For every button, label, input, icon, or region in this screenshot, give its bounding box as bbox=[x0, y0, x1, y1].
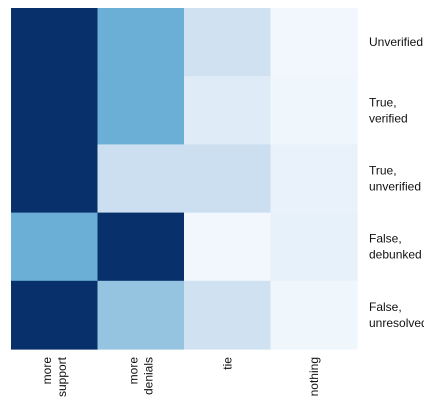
y-axis-labels: Unverified True, verified True, unverified Fa… bbox=[369, 35, 424, 330]
heatmap-cell-r2-c0 bbox=[11, 144, 99, 214]
x-label: nothing bbox=[307, 357, 321, 396]
heatmap-cell-r0-c1 bbox=[97, 8, 185, 77]
heatmap-cell-r3-c1 bbox=[97, 212, 185, 282]
heatmap-cells bbox=[11, 8, 358, 350]
heatmap-cell-r4-c3 bbox=[270, 280, 358, 350]
x-axis-labels: moresupport moredenials tie nothing bbox=[40, 356, 321, 397]
y-label: True, verified bbox=[369, 95, 408, 125]
x-label: moredenials bbox=[126, 357, 155, 395]
heatmap-cell-r2-c2 bbox=[184, 144, 272, 214]
heatmap-cell-r4-c1 bbox=[97, 280, 185, 350]
heatmap-cell-r3-c2 bbox=[184, 212, 272, 282]
y-label: False, unresolved bbox=[369, 300, 424, 330]
heatmap-cell-r3-c3 bbox=[270, 212, 358, 282]
y-label: True, unverified bbox=[369, 164, 421, 194]
heatmap-cell-r1-c1 bbox=[97, 76, 185, 145]
x-label: moresupport bbox=[40, 356, 69, 397]
y-label: Unverified bbox=[369, 35, 423, 49]
heatmap-cell-r3-c0 bbox=[11, 212, 99, 282]
heatmap-cell-r0-c0 bbox=[11, 8, 99, 77]
heatmap-cell-r1-c2 bbox=[184, 76, 272, 145]
svg-text:moredenials: moredenials bbox=[126, 357, 155, 395]
svg-text:nothing: nothing bbox=[307, 357, 321, 396]
heatmap-cell-r0-c2 bbox=[184, 8, 272, 77]
svg-text:moresupport: moresupport bbox=[40, 356, 69, 397]
heatmap-cell-r4-c0 bbox=[11, 280, 99, 350]
heatmap-cell-r1-c0 bbox=[11, 76, 99, 145]
heatmap-cell-r2-c1 bbox=[97, 144, 185, 214]
x-label: tie bbox=[220, 357, 234, 370]
y-label: False, debunked bbox=[369, 232, 422, 262]
svg-text:tie: tie bbox=[220, 357, 234, 370]
heatmap-cell-r2-c3 bbox=[270, 144, 358, 214]
heatmap-cell-r0-c3 bbox=[270, 8, 358, 77]
heatmap-cell-r1-c3 bbox=[270, 76, 358, 145]
heatmap-cell-r4-c2 bbox=[184, 280, 272, 350]
